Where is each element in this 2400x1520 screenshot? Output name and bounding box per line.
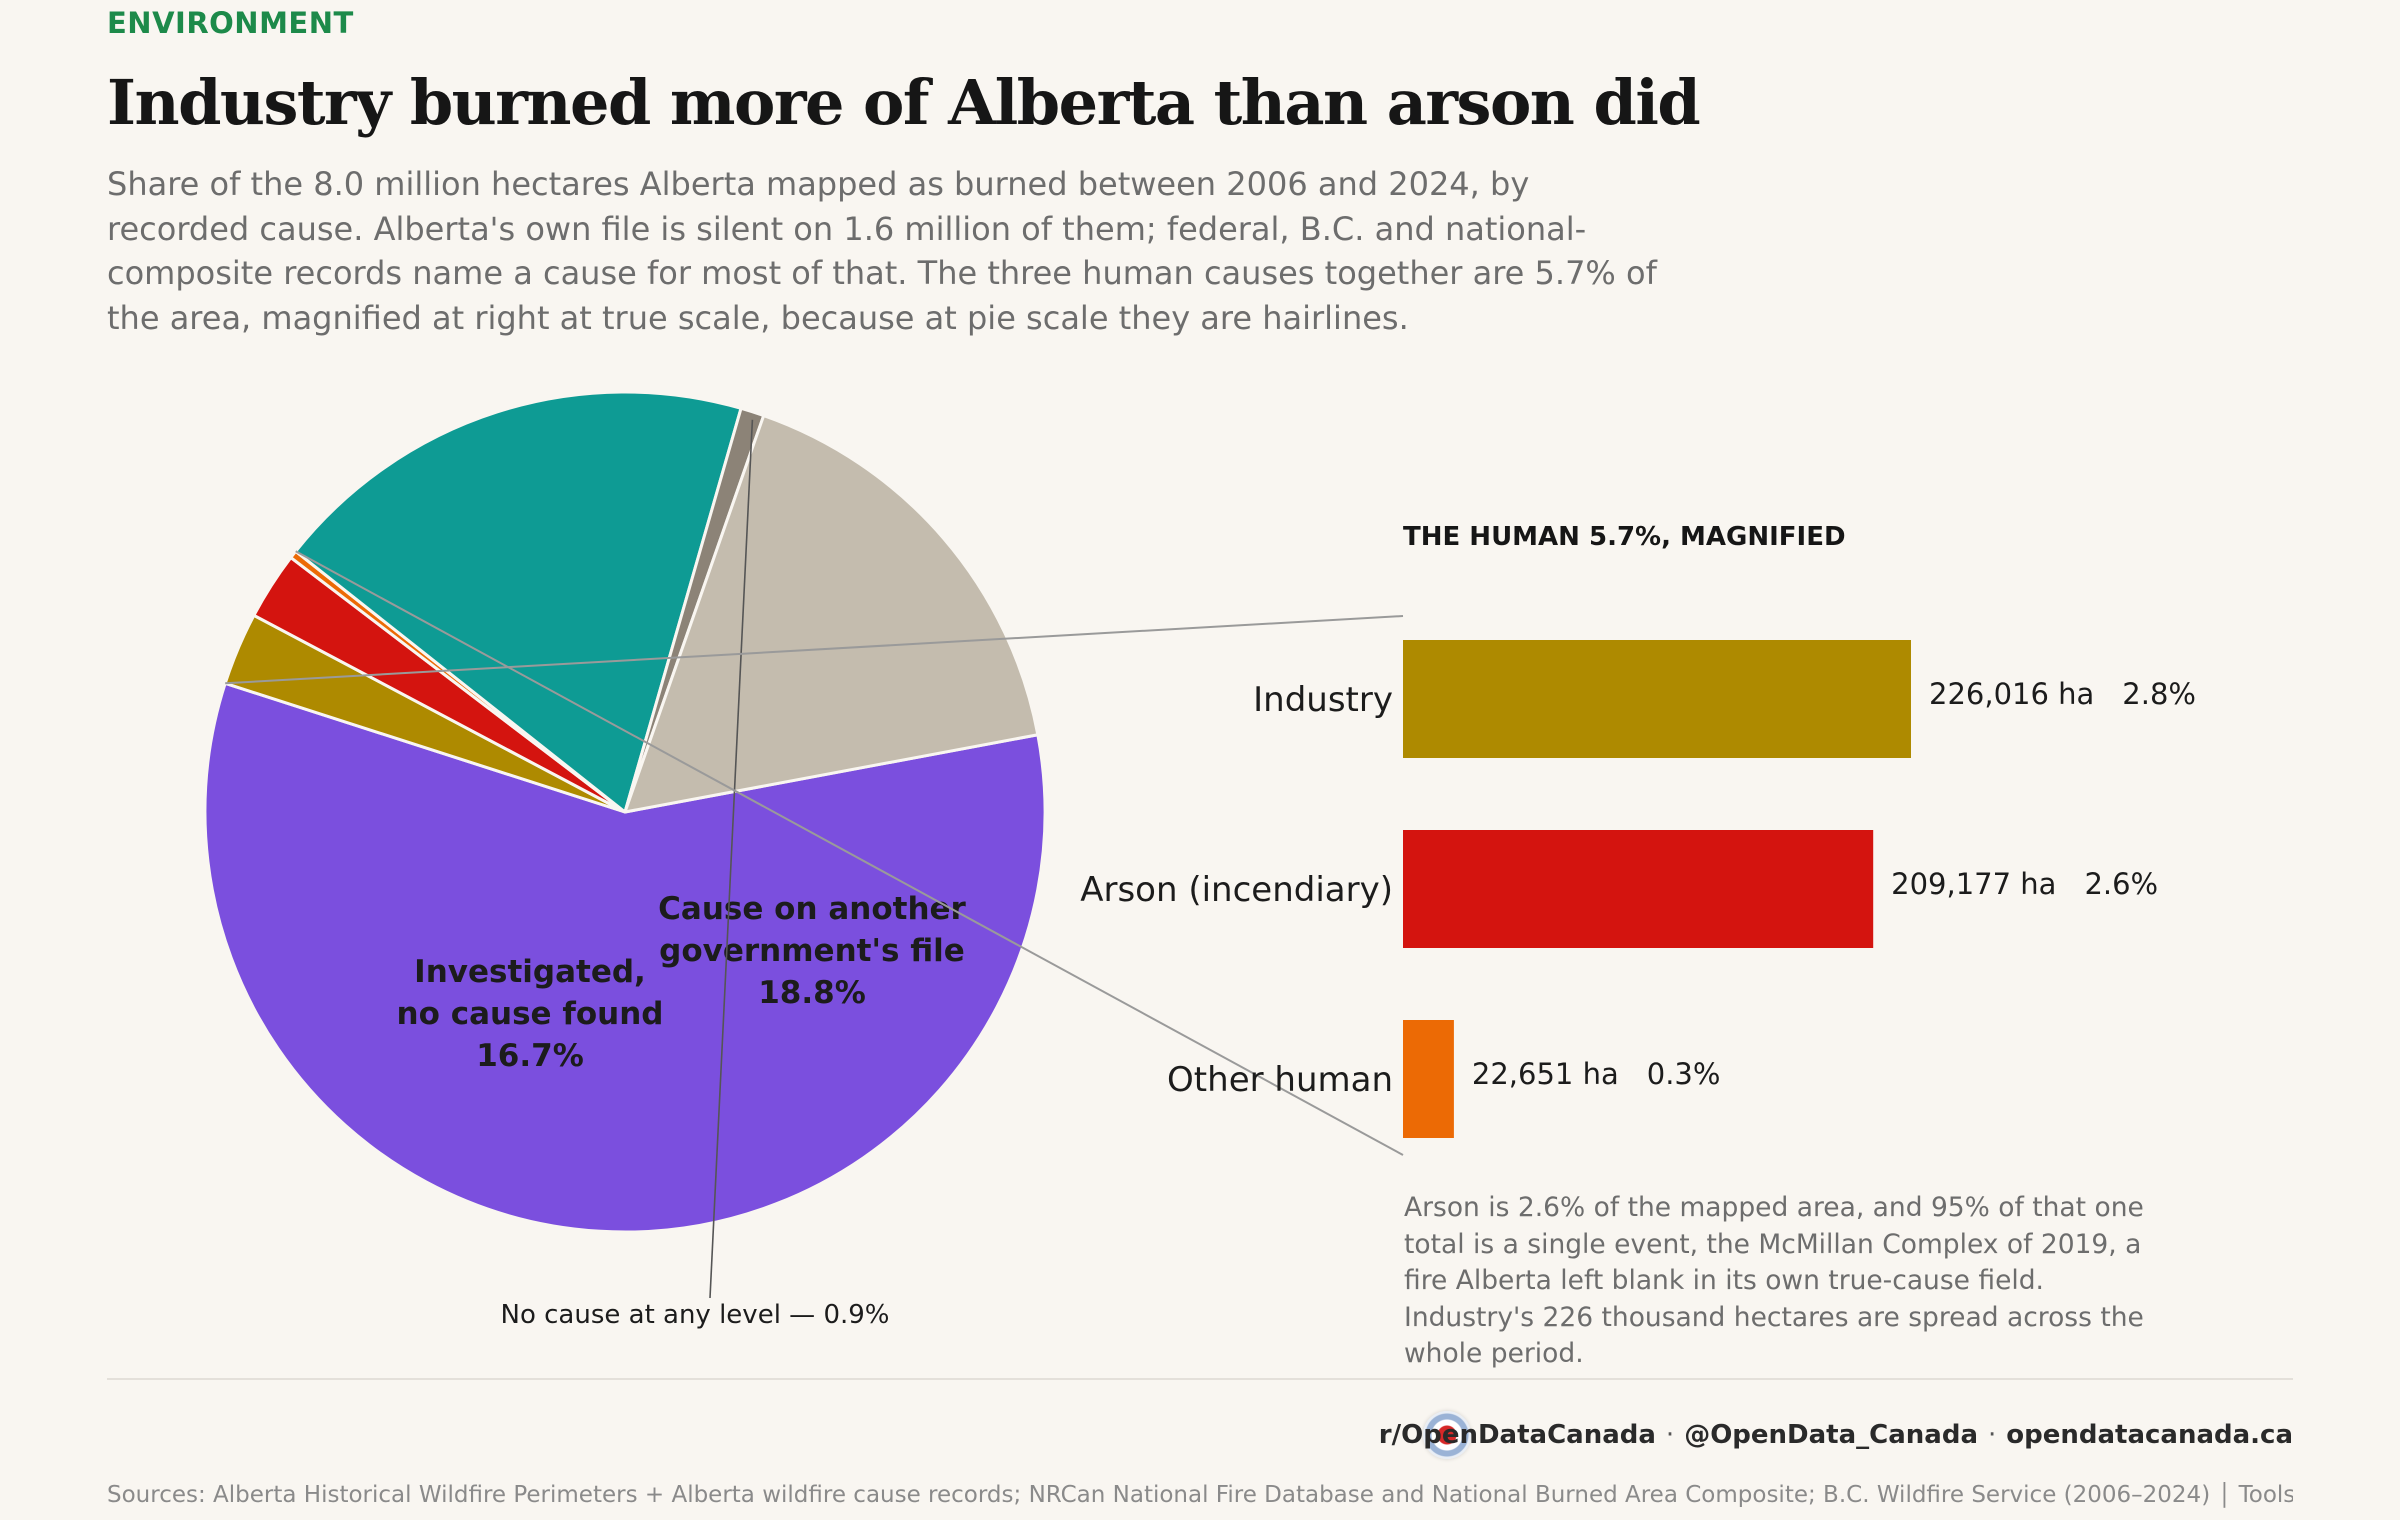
bar-hectares-label: 209,177 ha — [1891, 867, 2056, 901]
separator-dot: · — [1665, 1420, 1675, 1450]
zoom-connector-bottom — [295, 550, 1404, 1156]
bar-value-label: 226,016 ha 2.8% — [1929, 677, 2196, 711]
annotation-note: Arson is 2.6% of the mapped area, and 95… — [1404, 1192, 2144, 1369]
pie-label-investigated-no-cause-found: Investigated, — [414, 954, 646, 990]
zoom-connector-top — [225, 615, 1404, 685]
no-cause-callout: No cause at any level — 0.9% — [501, 1300, 890, 1330]
bar-chart: THE HUMAN 5.7%, MAGNIFIED Industry 226,016… — [1080, 522, 2196, 1138]
pie-label-investigated-no-cause-found: 16.7% — [476, 1038, 584, 1074]
bar-industry — [1403, 640, 1911, 758]
callout-leader-line — [709, 419, 754, 1299]
reddit-handle[interactable]: r/OpenDataCanada — [1378, 1420, 1656, 1450]
pie-label-cause-on-another-government-s-file: 18.8% — [758, 975, 866, 1011]
opendatacanada-logo — [1423, 1411, 1471, 1459]
bar-percent-label: 2.8% — [2122, 677, 2196, 711]
social-handles: r/OpenDataCanada · @OpenData_Canada · openda… — [1379, 1420, 2293, 1450]
bar-other-human — [1403, 1020, 1454, 1138]
website-link[interactable]: opendatacanada.ca — [2006, 1420, 2293, 1450]
bar-category-label: Arson (incendiary) — [1080, 870, 1393, 910]
bar-percent-label: 0.3% — [1647, 1057, 1721, 1091]
pie-label-cause-on-another-government-s-file: government's file — [659, 933, 965, 969]
section-kicker: ENVIRONMENT — [107, 6, 354, 40]
bar-percent-label: 2.6% — [2084, 867, 2158, 901]
bar-hectares-label: 226,016 ha — [1929, 677, 2094, 711]
bar-hectares-label: 22,651 ha — [1472, 1057, 1619, 1091]
bar-arson-incendiary — [1403, 830, 1874, 948]
page-title: Industry burned more of Alberta than ars… — [107, 66, 1701, 139]
pie-slice-lightning — [203, 681, 1047, 1234]
page-subtitle: Share of the 8.0 million hectares Albert… — [107, 165, 1657, 337]
pie-chart: Lightning57.9%Cause on anothergovernment… — [203, 390, 1404, 1330]
pie-slice-investigated-no-cause-found — [623, 414, 1040, 814]
pie-label-investigated-no-cause-found: no cause found — [397, 996, 664, 1032]
sources-line: Sources: Alberta Historical Wildfire Per… — [107, 1482, 2293, 1508]
pie-slice-cause-on-another-government-s-file — [294, 390, 743, 814]
bar-value-label: 22,651 ha 0.3% — [1472, 1057, 1721, 1091]
separator-dot: · — [1987, 1420, 1997, 1450]
bar-value-label: 209,177 ha 2.6% — [1891, 867, 2158, 901]
bar-category-label: Other human — [1167, 1060, 1393, 1100]
twitter-handle[interactable]: @OpenData_Canada — [1684, 1420, 1978, 1450]
bar-category-label: Industry — [1253, 680, 1393, 720]
pie-label-cause-on-another-government-s-file: Cause on another — [658, 891, 966, 927]
bar-chart-title: THE HUMAN 5.7%, MAGNIFIED — [1403, 522, 1846, 552]
footer-divider — [107, 1378, 2293, 1380]
